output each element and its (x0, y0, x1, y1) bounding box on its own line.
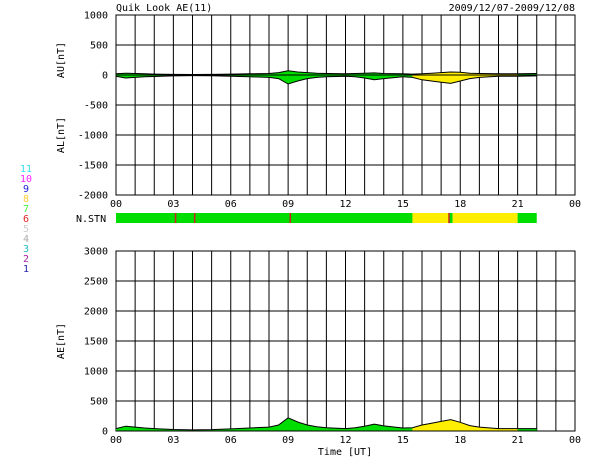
p2-xtick-label: 00 (569, 435, 581, 446)
p2-ytick-label: 3000 (84, 247, 108, 258)
p2-xtick-label: 09 (282, 435, 294, 446)
station-gap-mark (448, 213, 450, 223)
p1-xtick-label: 15 (397, 199, 409, 210)
legend-item-6: 6 (23, 214, 29, 225)
legend-item-5: 5 (23, 224, 29, 235)
legend-item-9: 9 (23, 184, 29, 195)
p1-frame (115, 14, 576, 196)
p2-ytick-label: 1500 (84, 337, 108, 348)
al-axis-label: AL[nT] (56, 117, 67, 153)
p2-ytick-label: 2000 (84, 307, 108, 318)
p1-al-area-partial (412, 75, 518, 84)
station-segment (116, 213, 413, 223)
station-gap-mark (193, 213, 196, 223)
au-axis-label: AU[nT] (56, 42, 67, 78)
p2-ytick-label: 1000 (84, 367, 108, 378)
p1-ytick-label: -1500 (78, 161, 108, 172)
p2-xtick-label: 21 (512, 435, 524, 446)
p1-ytick-label: -1000 (78, 131, 108, 142)
legend-item-11: 11 (20, 164, 32, 175)
p1-xtick-label: 09 (282, 199, 294, 210)
p1-xtick-label: 00 (569, 199, 581, 210)
station-segment (448, 213, 453, 223)
p2-ytick-label: 500 (90, 397, 108, 408)
p2-xtick-label: 06 (225, 435, 237, 446)
p1-ytick-label: -500 (84, 101, 108, 112)
p1-xtick-label: 03 (167, 199, 179, 210)
p1-ytick-label: -2000 (78, 191, 108, 202)
x-axis-label: Time [UT] (318, 447, 372, 458)
p2-ae-trace (115, 417, 537, 431)
date-range: 2009/12/07-2009/12/08 (449, 3, 575, 14)
p2-xtick-label: 00 (110, 435, 122, 446)
station-gap-mark (289, 213, 292, 223)
legend-item-8: 8 (23, 194, 29, 205)
p1-ytick-label: 1000 (84, 11, 108, 22)
p1-al-area-group (116, 75, 537, 84)
p2-xtick-label: 15 (397, 435, 409, 446)
station-bar: N.STN (76, 213, 537, 225)
ae-axis-label: AE[nT] (56, 323, 67, 359)
p1-xtick-label: 00 (110, 199, 122, 210)
station-segment (517, 213, 537, 223)
legend-item-2: 2 (23, 254, 29, 265)
station-bar-label: N.STN (76, 214, 106, 225)
p2-xtick-label: 12 (339, 435, 351, 446)
legend-item-3: 3 (23, 244, 29, 255)
p2-xtick-label: 03 (167, 435, 179, 446)
p1-xtick-label: 12 (339, 199, 351, 210)
p1-ytick-label: 500 (90, 41, 108, 52)
p2-ytick-label: 0 (102, 427, 108, 438)
p2-ytick-label: 2500 (84, 277, 108, 288)
p2-xtick-label: 18 (454, 435, 466, 446)
legend-item-10: 10 (20, 174, 32, 185)
station-segment (412, 213, 449, 223)
p1-au-trace (115, 70, 537, 76)
legend-item-1: 1 (23, 264, 29, 275)
p1-ytick-label: 0 (102, 71, 108, 82)
p1-xtick-label: 06 (225, 199, 237, 210)
p1-al-trace (115, 75, 537, 85)
p1-xtick-label: 21 (512, 199, 524, 210)
legend-item-7: 7 (23, 204, 29, 215)
p1-xtick-label: 18 (454, 199, 466, 210)
station-gap-mark (174, 213, 177, 223)
chart-title: Quik Look AE(11) (116, 3, 212, 14)
legend-item-4: 4 (23, 234, 29, 245)
station-segment (452, 213, 518, 223)
